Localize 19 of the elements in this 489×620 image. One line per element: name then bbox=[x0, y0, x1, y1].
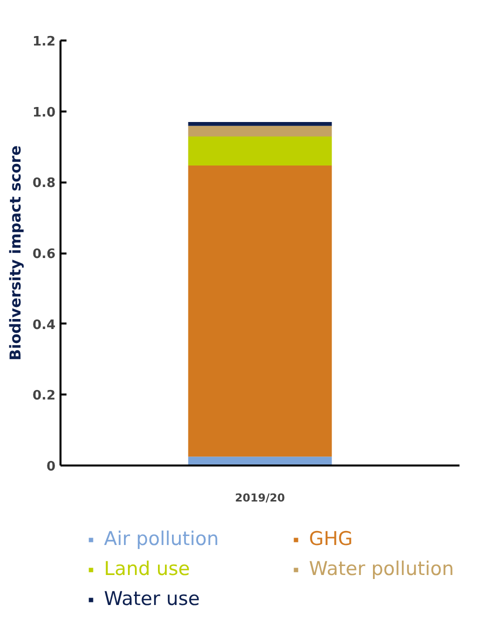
y-tick-label: 0.6 bbox=[32, 247, 56, 262]
y-tick-label: 1.2 bbox=[32, 34, 56, 50]
legend-label: Land use bbox=[104, 558, 190, 580]
y-tick-label: 0 bbox=[46, 460, 56, 474]
y-tick-label: 1.0 bbox=[32, 105, 56, 120]
y-tick-label: 0.2 bbox=[32, 388, 56, 404]
y-tick-label: 0.8 bbox=[32, 176, 56, 192]
y-tick-label: 0.4 bbox=[32, 318, 56, 333]
bar bbox=[188, 122, 332, 126]
legend-label: Water pollution bbox=[309, 558, 454, 580]
legend-label: GHG bbox=[309, 528, 353, 550]
bar bbox=[188, 456, 332, 466]
legend-label: Water use bbox=[104, 588, 200, 610]
y-axis-title: Biodiversity impact score bbox=[6, 146, 24, 360]
bar bbox=[188, 136, 332, 166]
bar bbox=[188, 166, 332, 457]
bar bbox=[188, 126, 332, 136]
legend-label: Air pollution bbox=[104, 528, 219, 550]
x-tick-label: 2019/20 bbox=[235, 492, 286, 504]
